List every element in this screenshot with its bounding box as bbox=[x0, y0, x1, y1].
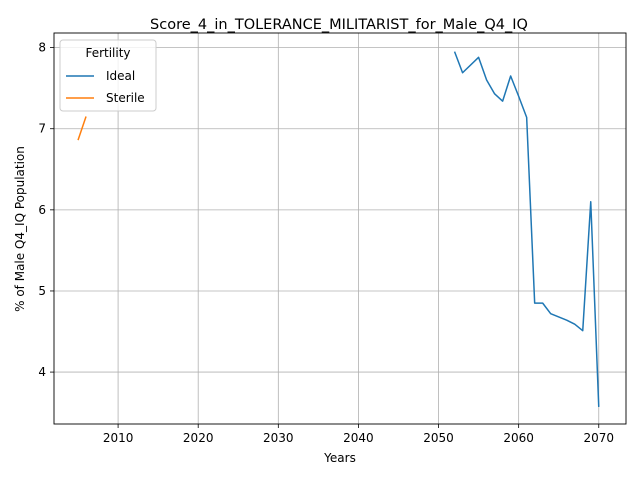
x-tick-label: 2020 bbox=[183, 431, 214, 445]
legend-box bbox=[59, 39, 157, 112]
series-lines bbox=[77, 51, 600, 407]
legend: Fertility Ideal Sterile bbox=[59, 39, 157, 112]
x-tick-label: 2070 bbox=[583, 431, 614, 445]
y-tick-label: 6 bbox=[38, 203, 46, 217]
legend-label-sterile: Sterile bbox=[106, 91, 145, 105]
x-tick-label: 2040 bbox=[343, 431, 374, 445]
chart-title: Score_4_in_TOLERANCE_MILITARIST_for_Male… bbox=[150, 17, 528, 33]
plot-frame bbox=[53, 32, 627, 425]
y-axis-label: % of Male Q4_IQ Population bbox=[13, 146, 27, 312]
y-tick-label: 4 bbox=[38, 365, 46, 379]
x-tick-label: 2010 bbox=[103, 431, 134, 445]
x-tick-label: 2030 bbox=[263, 431, 294, 445]
legend-title: Fertility bbox=[85, 46, 130, 60]
series-line-ideal bbox=[453, 51, 600, 407]
y-tick-label: 5 bbox=[38, 284, 46, 298]
y-tick-label: 7 bbox=[38, 122, 46, 136]
series-line-sterile bbox=[77, 116, 87, 141]
y-tick-label: 8 bbox=[38, 41, 46, 55]
axis-ticks: 2010 2020 2030 2040 2050 2060 2070 4 5 6 7 8 bbox=[38, 41, 614, 445]
x-axis-label: Years bbox=[323, 451, 356, 465]
x-tick-label: 2050 bbox=[423, 431, 454, 445]
x-tick-label: 2060 bbox=[503, 431, 534, 445]
legend-label-ideal: Ideal bbox=[106, 69, 135, 83]
